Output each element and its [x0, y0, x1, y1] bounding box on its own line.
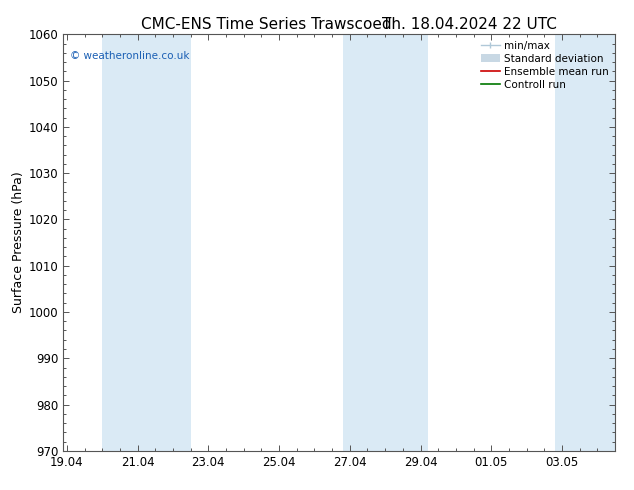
Text: Th. 18.04.2024 22 UTC: Th. 18.04.2024 22 UTC	[382, 17, 557, 32]
Bar	[138, 34, 191, 451]
Bar	[343, 34, 385, 451]
Text: CMC-ENS Time Series Trawscoed: CMC-ENS Time Series Trawscoed	[141, 17, 392, 32]
Bar	[102, 34, 138, 451]
Legend: min/max, Standard deviation, Ensemble mean run, Controll run: min/max, Standard deviation, Ensemble me…	[480, 40, 610, 91]
Bar	[385, 34, 427, 451]
Bar	[555, 34, 615, 451]
Y-axis label: Surface Pressure (hPa): Surface Pressure (hPa)	[11, 172, 25, 314]
Text: © weatheronline.co.uk: © weatheronline.co.uk	[70, 51, 190, 61]
